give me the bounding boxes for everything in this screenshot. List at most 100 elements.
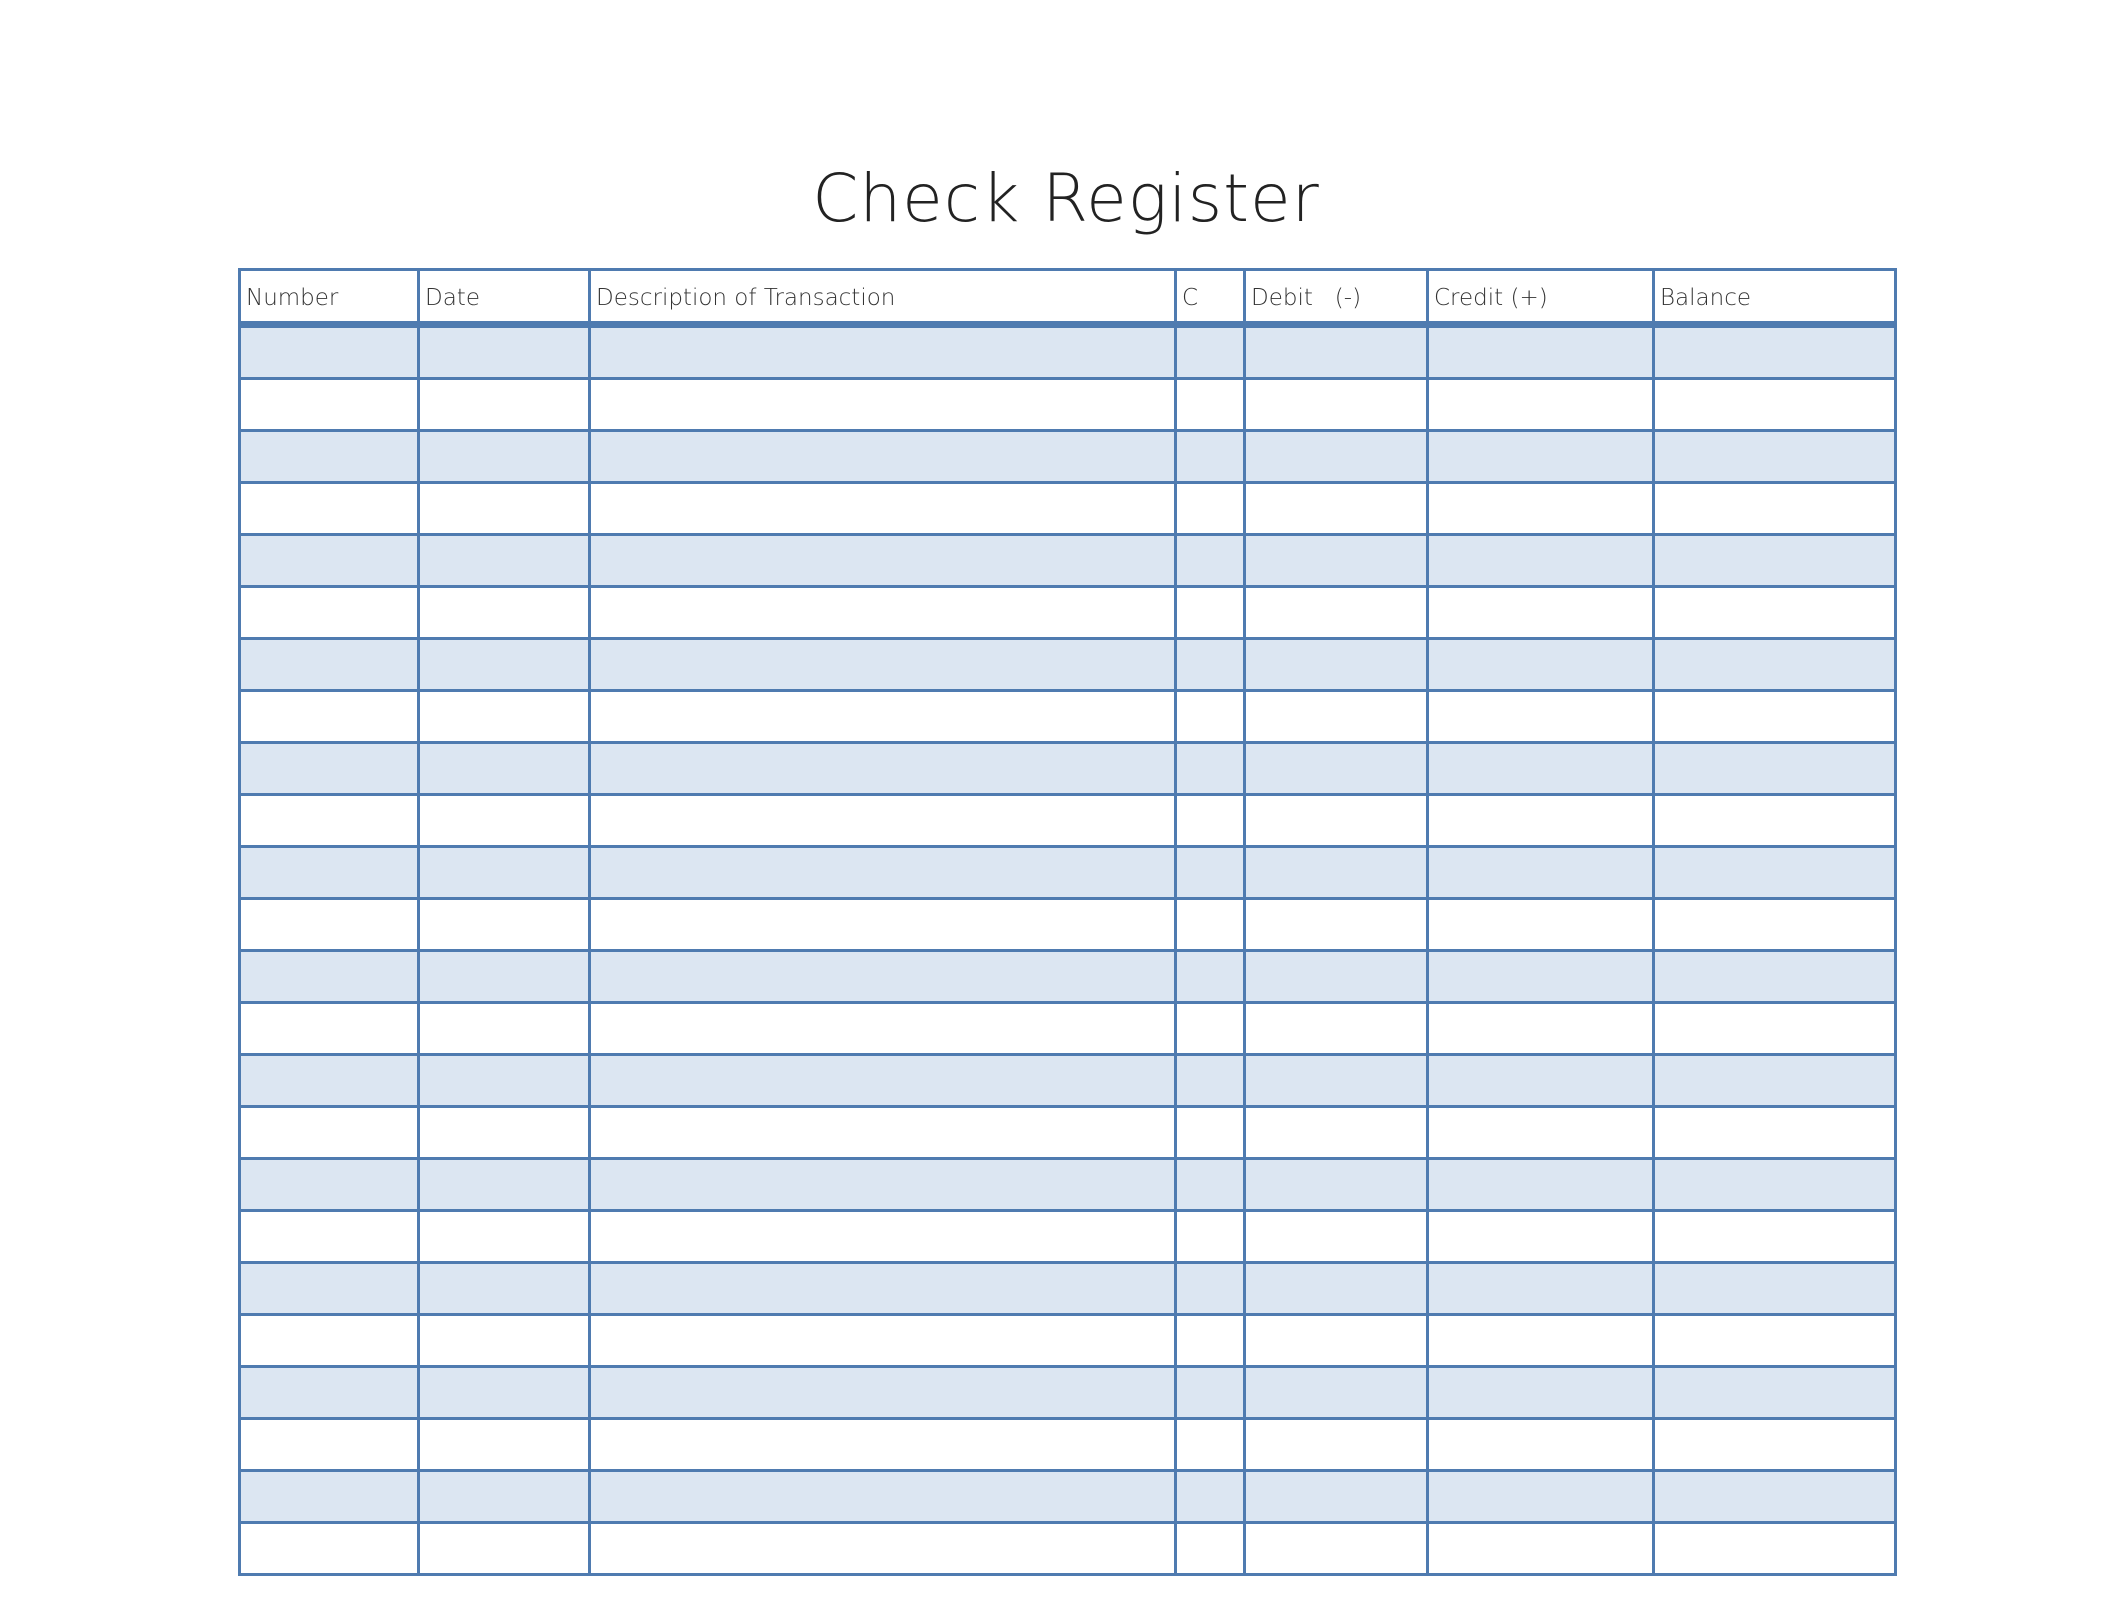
cell-credit[interactable] [1426,1053,1655,1108]
cell-balance[interactable] [1652,637,1897,692]
cell-credit[interactable] [1426,689,1655,744]
cell-number[interactable] [238,1261,420,1316]
cell-cleared[interactable] [1174,689,1246,744]
cell-credit[interactable] [1426,1417,1655,1472]
cell-number[interactable] [238,377,420,432]
cell-description[interactable] [588,481,1177,536]
cell-description[interactable] [588,845,1177,900]
cell-description[interactable] [588,1157,1177,1212]
cell-number[interactable] [238,637,420,692]
cell-date[interactable] [417,1417,591,1472]
cell-credit[interactable] [1426,429,1655,484]
cell-number[interactable] [238,1521,420,1576]
cell-balance[interactable] [1652,533,1897,588]
cell-description[interactable] [588,949,1177,1004]
cell-debit[interactable] [1243,1365,1429,1420]
cell-date[interactable] [417,1365,591,1420]
cell-balance[interactable] [1652,793,1897,848]
cell-debit[interactable] [1243,1053,1429,1108]
cell-debit[interactable] [1243,949,1429,1004]
cell-debit[interactable] [1243,377,1429,432]
cell-cleared[interactable] [1174,1417,1246,1472]
cell-number[interactable] [238,585,420,640]
cell-number[interactable] [238,741,420,796]
cell-date[interactable] [417,949,591,1004]
cell-balance[interactable] [1652,897,1897,952]
cell-debit[interactable] [1243,637,1429,692]
cell-balance[interactable] [1652,1053,1897,1108]
cell-description[interactable] [588,1053,1177,1108]
cell-balance[interactable] [1652,323,1897,380]
cell-cleared[interactable] [1174,429,1246,484]
cell-date[interactable] [417,1053,591,1108]
cell-balance[interactable] [1652,1105,1897,1160]
cell-credit[interactable] [1426,481,1655,536]
cell-cleared[interactable] [1174,585,1246,640]
cell-date[interactable] [417,377,591,432]
cell-description[interactable] [588,793,1177,848]
cell-debit[interactable] [1243,1157,1429,1212]
cell-date[interactable] [417,481,591,536]
cell-balance[interactable] [1652,1313,1897,1368]
cell-cleared[interactable] [1174,1521,1246,1576]
cell-balance[interactable] [1652,741,1897,796]
cell-description[interactable] [588,323,1177,380]
cell-credit[interactable] [1426,845,1655,900]
cell-number[interactable] [238,897,420,952]
cell-number[interactable] [238,1365,420,1420]
cell-balance[interactable] [1652,1157,1897,1212]
cell-debit[interactable] [1243,1105,1429,1160]
cell-description[interactable] [588,637,1177,692]
cell-description[interactable] [588,377,1177,432]
cell-cleared[interactable] [1174,1053,1246,1108]
cell-balance[interactable] [1652,429,1897,484]
cell-description[interactable] [588,1261,1177,1316]
cell-cleared[interactable] [1174,949,1246,1004]
cell-credit[interactable] [1426,1157,1655,1212]
cell-date[interactable] [417,741,591,796]
cell-number[interactable] [238,1469,420,1524]
cell-debit[interactable] [1243,1261,1429,1316]
cell-cleared[interactable] [1174,533,1246,588]
cell-date[interactable] [417,689,591,744]
cell-credit[interactable] [1426,1261,1655,1316]
cell-balance[interactable] [1652,845,1897,900]
cell-credit[interactable] [1426,637,1655,692]
cell-date[interactable] [417,1521,591,1576]
cell-balance[interactable] [1652,1521,1897,1576]
cell-debit[interactable] [1243,741,1429,796]
cell-description[interactable] [588,533,1177,588]
cell-number[interactable] [238,689,420,744]
cell-date[interactable] [417,637,591,692]
cell-debit[interactable] [1243,1521,1429,1576]
cell-description[interactable] [588,1105,1177,1160]
cell-credit[interactable] [1426,897,1655,952]
cell-number[interactable] [238,429,420,484]
cell-cleared[interactable] [1174,1365,1246,1420]
cell-cleared[interactable] [1174,741,1246,796]
cell-credit[interactable] [1426,1469,1655,1524]
cell-cleared[interactable] [1174,845,1246,900]
cell-credit[interactable] [1426,793,1655,848]
cell-debit[interactable] [1243,845,1429,900]
cell-number[interactable] [238,793,420,848]
cell-number[interactable] [238,323,420,380]
cell-number[interactable] [238,1053,420,1108]
cell-date[interactable] [417,1105,591,1160]
cell-debit[interactable] [1243,1001,1429,1056]
cell-balance[interactable] [1652,1261,1897,1316]
cell-balance[interactable] [1652,481,1897,536]
cell-cleared[interactable] [1174,1105,1246,1160]
cell-balance[interactable] [1652,1469,1897,1524]
cell-cleared[interactable] [1174,1157,1246,1212]
cell-cleared[interactable] [1174,1209,1246,1264]
cell-credit[interactable] [1426,949,1655,1004]
cell-date[interactable] [417,1469,591,1524]
cell-debit[interactable] [1243,533,1429,588]
cell-balance[interactable] [1652,1001,1897,1056]
cell-number[interactable] [238,845,420,900]
cell-credit[interactable] [1426,1209,1655,1264]
cell-credit[interactable] [1426,323,1655,380]
cell-cleared[interactable] [1174,637,1246,692]
cell-description[interactable] [588,741,1177,796]
